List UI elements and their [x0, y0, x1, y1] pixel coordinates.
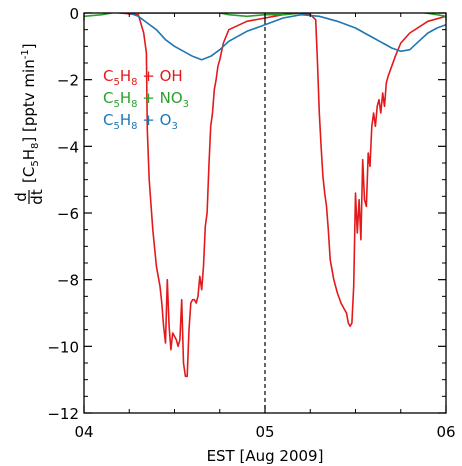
series-line-0	[84, 13, 446, 378]
y-axis-title-derivative-den: dt	[28, 189, 46, 205]
x-axis-title: EST [Aug 2009]	[207, 447, 324, 465]
series-layer	[84, 13, 446, 378]
y-tick-label: 0	[69, 5, 79, 23]
ticks-layer: 04 05 06 0 −2 −4 −6 −8 −10 −12	[47, 5, 455, 441]
x-tick-label: 05	[255, 423, 274, 441]
y-tick-label: −8	[57, 272, 79, 290]
y-axis-title-derivative-num: d	[12, 192, 30, 202]
series-line-2	[84, 13, 446, 61]
legend-entry-0: C5H8 + OH	[103, 67, 183, 88]
series-line-1	[84, 13, 446, 18]
x-tick-label: 04	[74, 423, 93, 441]
legend-entry-2: C5H8 + O3	[103, 111, 178, 132]
legend-entry-1: C5H8 + NO3	[103, 89, 189, 110]
y-axis-title-text: [C5H8] [pptv min-1]	[20, 43, 41, 183]
y-axis-title: d dt [C5H8] [pptv min-1]	[12, 43, 46, 204]
y-tick-label: −2	[57, 72, 79, 90]
y-tick-label: −12	[47, 405, 79, 423]
y-tick-label: −10	[47, 338, 79, 356]
y-tick-label: −4	[57, 138, 79, 156]
x-tick-label: 06	[436, 423, 455, 441]
y-tick-label: −6	[57, 205, 79, 223]
